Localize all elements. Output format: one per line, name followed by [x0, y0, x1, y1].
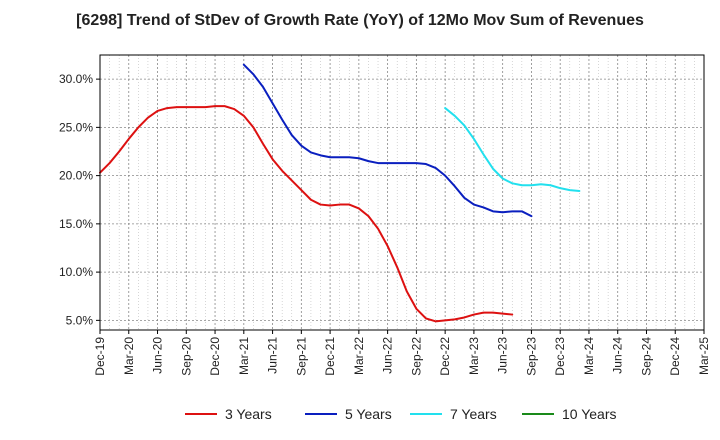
x-tick-label: Sep-23	[524, 337, 538, 376]
legend-label-3-years: 3 Years	[225, 406, 272, 422]
x-tick-label: Dec-24	[668, 337, 682, 376]
x-axis: Dec-19 Mar-20 Jun-20 Sep-20 Dec-20 Mar-21 Jun-…	[93, 330, 711, 376]
x-tick-label: Sep-21	[294, 337, 308, 376]
legend-label-10-years: 10 Years	[562, 406, 617, 422]
x-tick-label: Jun-24	[611, 337, 625, 374]
x-tick-label: Mar-20	[122, 337, 136, 375]
x-tick-label: Jun-22	[381, 337, 395, 374]
x-tick-label: Dec-20	[208, 337, 222, 376]
y-tick-label: 25.0%	[59, 120, 93, 134]
x-tick-label: Sep-20	[179, 337, 193, 376]
x-tick-label: Sep-22	[409, 337, 423, 376]
y-axis: 5.0% 10.0% 15.0% 20.0% 25.0% 30.0%	[59, 72, 100, 327]
x-tick-label: Dec-22	[438, 337, 452, 376]
y-tick-label: 5.0%	[66, 313, 94, 327]
y-tick-label: 20.0%	[59, 169, 93, 183]
x-tick-label: Mar-22	[352, 337, 366, 375]
series-line-5-years	[242, 63, 533, 218]
x-tick-label: Mar-25	[697, 337, 711, 375]
x-tick-label: Mar-21	[237, 337, 251, 375]
x-tick-label: Dec-19	[93, 337, 107, 376]
y-tick-label: 30.0%	[59, 72, 93, 86]
x-tick-label: Sep-24	[639, 337, 653, 376]
y-tick-label: 15.0%	[59, 217, 93, 231]
series-line-3-years	[99, 105, 514, 323]
legend: 3 Years 5 Years 7 Years 10 Years	[185, 406, 617, 422]
x-tick-label: Mar-24	[582, 337, 596, 375]
x-tick-label: Dec-21	[323, 337, 337, 376]
x-tick-label: Mar-23	[467, 337, 481, 375]
legend-label-7-years: 7 Years	[450, 406, 497, 422]
plot-frame	[99, 54, 705, 331]
grid-layer	[99, 55, 705, 330]
series-layer	[99, 63, 581, 323]
x-tick-label: Jun-21	[266, 337, 280, 374]
chart-title: [6298] Trend of StDev of Growth Rate (Yo…	[76, 12, 644, 29]
series-line-7-years	[444, 107, 581, 193]
x-tick-label: Jun-23	[496, 337, 510, 374]
x-tick-label: Dec-23	[553, 337, 567, 376]
y-tick-label: 10.0%	[59, 265, 93, 279]
legend-label-5-years: 5 Years	[345, 406, 392, 422]
x-tick-label: Jun-20	[151, 337, 165, 374]
